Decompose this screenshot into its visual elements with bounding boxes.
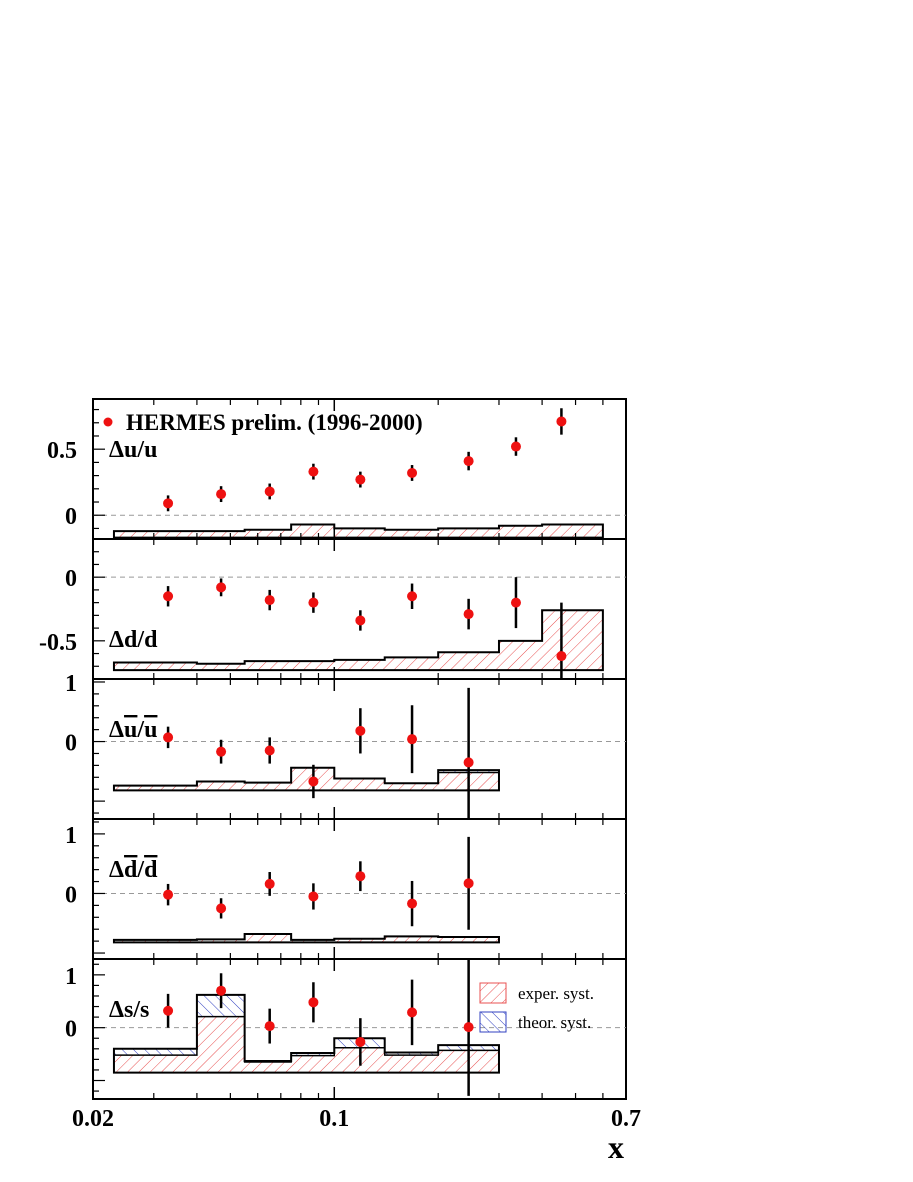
x-tick-label: 0.1 bbox=[319, 1106, 349, 1132]
data-point bbox=[510, 597, 521, 608]
data-point bbox=[216, 985, 227, 996]
data-point bbox=[264, 878, 275, 889]
data-point bbox=[407, 734, 418, 745]
y-tick-label: 0 bbox=[65, 731, 77, 757]
data-point bbox=[355, 725, 366, 736]
data-point bbox=[510, 441, 521, 452]
y-tick-label: 0 bbox=[65, 566, 77, 592]
data-point bbox=[216, 489, 227, 500]
data-point bbox=[556, 416, 567, 427]
data-point bbox=[556, 651, 567, 662]
exper-syst-outline bbox=[113, 1015, 499, 1063]
data-point bbox=[463, 757, 474, 768]
data-point bbox=[163, 591, 174, 602]
panel-label: Δs/s bbox=[109, 997, 149, 1023]
data-point bbox=[264, 595, 275, 606]
legend-point-marker bbox=[103, 417, 113, 427]
exper-syst-band bbox=[113, 524, 603, 538]
x-axis: 0.02 0.1 0.7x bbox=[72, 1106, 641, 1165]
data-point bbox=[355, 474, 366, 485]
data-point bbox=[308, 466, 319, 477]
panel-2: 0 -0.5 Δd/d bbox=[39, 538, 627, 680]
panel-label: Δd/d bbox=[109, 857, 158, 883]
data-point bbox=[216, 746, 227, 757]
exper-syst-band bbox=[113, 933, 499, 943]
data-point bbox=[407, 1007, 418, 1018]
data-point bbox=[463, 878, 474, 889]
y-tick-label: 1 bbox=[65, 964, 77, 990]
panel-frame bbox=[92, 958, 627, 1100]
exper-syst-outline bbox=[113, 933, 499, 941]
y-tick-label: -0.5 bbox=[39, 630, 77, 656]
data-point bbox=[308, 997, 319, 1008]
x-tick-label: 0.7 bbox=[611, 1106, 641, 1132]
data-point bbox=[163, 498, 174, 509]
x-tick-label: 0.02 bbox=[72, 1106, 114, 1132]
exper-syst-outline bbox=[112, 609, 604, 672]
data-point bbox=[163, 889, 174, 900]
y-tick-label: 0 bbox=[65, 504, 77, 530]
panel-3: 1 0 Δu/u bbox=[65, 671, 627, 820]
legend-points-label: HERMES prelim. (1996-2000) bbox=[126, 410, 423, 435]
exper-syst-band bbox=[113, 767, 499, 791]
legend-exper-syst-swatch bbox=[479, 982, 507, 1004]
data-point bbox=[216, 903, 227, 914]
y-tick-label: 1 bbox=[65, 823, 77, 849]
legend: HERMES prelim. (1996-2000) exper. syst. … bbox=[103, 410, 594, 1033]
data-point bbox=[355, 871, 366, 882]
plot-area: 0.5 0 Δu/u 0 -0.5 Δd/d 1 0 Δu/u 1 0 Δd/d 1 0 Δs/s bbox=[39, 398, 627, 1100]
data-point bbox=[163, 1005, 174, 1016]
y-tick-label: 0.5 bbox=[47, 438, 77, 464]
data-point bbox=[463, 609, 474, 620]
panel-label: Δu/u bbox=[109, 717, 157, 743]
data-point bbox=[308, 597, 319, 608]
data-point bbox=[407, 467, 418, 478]
legend-theor-syst-swatch bbox=[479, 1011, 507, 1033]
exper-syst-outline bbox=[112, 523, 604, 539]
exper-syst-band bbox=[113, 610, 603, 671]
panel-label: Δu/u bbox=[109, 437, 157, 463]
data-point bbox=[216, 582, 227, 593]
data-point bbox=[163, 732, 174, 743]
legend-exper-syst-label: exper. syst. bbox=[518, 984, 594, 1003]
panel-label: Δd/d bbox=[109, 627, 158, 653]
data-point bbox=[407, 898, 418, 909]
data-point bbox=[463, 456, 474, 467]
data-point bbox=[308, 776, 319, 787]
exper-syst-band bbox=[113, 1016, 499, 1073]
legend-theor-syst-label: theor. syst. bbox=[518, 1013, 591, 1032]
y-tick-label: 0 bbox=[65, 882, 77, 908]
data-point bbox=[355, 615, 366, 626]
x-axis-title: x bbox=[608, 1129, 624, 1165]
data-point bbox=[463, 1022, 474, 1033]
data-point bbox=[407, 591, 418, 602]
panel-5: 1 0 Δs/s bbox=[65, 958, 627, 1100]
data-point bbox=[308, 891, 319, 902]
y-tick-label: 0 bbox=[65, 1017, 77, 1043]
panel-4: 1 0 Δd/d bbox=[65, 818, 627, 960]
data-point bbox=[264, 486, 275, 497]
data-point bbox=[264, 745, 275, 756]
y-tick-label: 1 bbox=[65, 671, 77, 697]
data-point bbox=[355, 1036, 366, 1047]
data-point bbox=[264, 1021, 275, 1032]
